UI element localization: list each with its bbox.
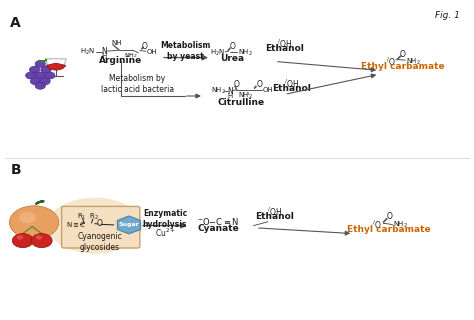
Text: Citrulline: Citrulline — [217, 98, 264, 107]
Text: Metabolism
by yeast: Metabolism by yeast — [161, 42, 211, 61]
Polygon shape — [118, 216, 140, 234]
Text: Ethanol: Ethanol — [255, 212, 294, 221]
Text: Cu$^{2+}$: Cu$^{2+}$ — [155, 226, 175, 238]
Text: H: H — [227, 93, 233, 99]
Text: Sugar: Sugar — [118, 222, 139, 228]
Circle shape — [35, 60, 46, 68]
FancyArrowPatch shape — [39, 60, 46, 61]
Text: O: O — [400, 50, 406, 59]
Text: O: O — [229, 42, 235, 51]
Circle shape — [29, 66, 40, 73]
Text: B: B — [10, 163, 21, 177]
Text: N: N — [227, 87, 233, 96]
Text: O: O — [97, 220, 102, 228]
Circle shape — [19, 212, 36, 223]
Text: NH$_2$: NH$_2$ — [238, 48, 253, 58]
Circle shape — [9, 206, 59, 239]
Text: OH: OH — [263, 87, 273, 93]
Text: NH: NH — [111, 40, 121, 46]
Text: NH$_2$: NH$_2$ — [393, 220, 408, 230]
Wedge shape — [46, 63, 66, 70]
FancyBboxPatch shape — [62, 206, 140, 248]
Circle shape — [26, 72, 36, 79]
Text: O: O — [142, 42, 147, 51]
Text: H$_2$N: H$_2$N — [210, 48, 226, 58]
Circle shape — [40, 78, 50, 85]
Text: Ethyl carbamate: Ethyl carbamate — [347, 225, 430, 234]
Text: N: N — [101, 47, 107, 56]
Text: R$_1$  R$_2$: R$_1$ R$_2$ — [77, 212, 99, 222]
Text: Metabolism by
lactic acid bacteria: Metabolism by lactic acid bacteria — [101, 74, 174, 93]
Text: $\mathsf{^/}$OH: $\mathsf{^/}$OH — [284, 77, 299, 90]
Text: Ethanol: Ethanol — [272, 84, 311, 93]
Text: Cyanate: Cyanate — [197, 224, 239, 233]
Text: $\mathsf{^/}$OH: $\mathsf{^/}$OH — [277, 38, 292, 50]
Text: H$_2$N: H$_2$N — [80, 47, 95, 57]
Text: $\mathsf{^/}$OH: $\mathsf{^/}$OH — [267, 206, 283, 218]
Text: H: H — [101, 53, 107, 59]
Text: NH$_2$: NH$_2$ — [406, 56, 421, 67]
Text: NH$_2$: NH$_2$ — [238, 91, 253, 101]
Text: $\mathsf{^/}$O: $\mathsf{^/}$O — [372, 219, 382, 231]
Circle shape — [36, 235, 42, 240]
Circle shape — [17, 235, 23, 240]
Text: NH$_2$: NH$_2$ — [210, 86, 226, 96]
Text: $^{-}$O$-$C$\equiv$N: $^{-}$O$-$C$\equiv$N — [197, 216, 239, 227]
Circle shape — [31, 234, 52, 248]
Text: O: O — [257, 80, 263, 89]
Text: N$\equiv$C: N$\equiv$C — [66, 220, 86, 229]
Ellipse shape — [47, 197, 142, 253]
Text: Cyanogenic
glycosides: Cyanogenic glycosides — [77, 232, 122, 252]
Circle shape — [12, 234, 33, 248]
Text: Ethyl carbamate: Ethyl carbamate — [361, 62, 445, 71]
Circle shape — [41, 66, 51, 73]
FancyArrowPatch shape — [36, 201, 44, 204]
Text: Ethanol: Ethanol — [265, 44, 304, 53]
Text: $\mathsf{^/}$O: $\mathsf{^/}$O — [386, 55, 396, 68]
Text: O: O — [387, 212, 392, 221]
Text: NH$_2$: NH$_2$ — [124, 51, 137, 60]
Text: OH: OH — [147, 49, 157, 55]
Text: Enzymatic
hydrolysis: Enzymatic hydrolysis — [143, 210, 187, 229]
Circle shape — [35, 82, 46, 89]
Circle shape — [45, 72, 55, 79]
Text: O: O — [234, 80, 240, 89]
Text: Fig. 1: Fig. 1 — [435, 11, 460, 20]
Circle shape — [30, 78, 41, 85]
Text: A: A — [10, 16, 21, 30]
Text: Urea: Urea — [220, 54, 244, 63]
Text: Arginine: Arginine — [99, 56, 143, 65]
Circle shape — [35, 72, 46, 79]
